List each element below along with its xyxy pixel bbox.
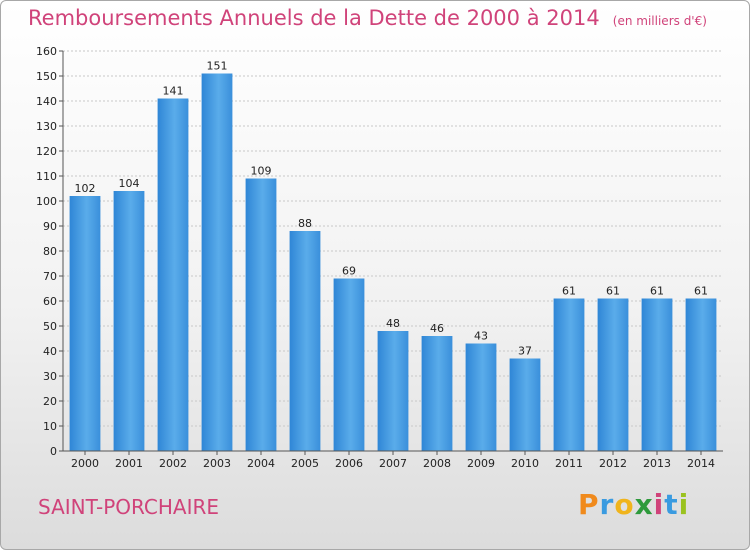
unit-note: (en milliers d'€) xyxy=(612,14,707,28)
x-tick-label: 2005 xyxy=(291,457,319,470)
bar-value-label: 69 xyxy=(342,265,356,278)
bar-value-label: 48 xyxy=(386,317,400,330)
bar-2003 xyxy=(201,73,233,451)
bar-value-label: 46 xyxy=(430,322,444,335)
logo-letter: t xyxy=(664,488,679,521)
logo-letter: x xyxy=(634,488,654,521)
x-tick-label: 2012 xyxy=(599,457,627,470)
bar-value-label: 43 xyxy=(474,330,488,343)
bar-2013 xyxy=(641,298,673,451)
y-tick-label: 120 xyxy=(36,145,57,158)
bar-2001 xyxy=(113,191,145,451)
bar-2014 xyxy=(685,298,717,451)
y-tick-label: 100 xyxy=(36,195,57,208)
y-tick-label: 30 xyxy=(43,370,57,383)
bar-2012 xyxy=(597,298,629,451)
x-tick-label: 2011 xyxy=(555,457,583,470)
logo-letter: o xyxy=(614,488,635,521)
bar-2002 xyxy=(157,98,189,451)
logo-letter: P xyxy=(578,488,600,521)
x-tick-label: 2003 xyxy=(203,457,231,470)
y-tick-label: 130 xyxy=(36,120,57,133)
logo-letter: r xyxy=(599,488,615,521)
bar-value-label: 104 xyxy=(119,177,140,190)
x-tick-label: 2010 xyxy=(511,457,539,470)
logo-letter: i xyxy=(653,488,665,521)
x-tick-label: 2014 xyxy=(687,457,715,470)
bar-2007 xyxy=(377,331,409,451)
x-tick-label: 2001 xyxy=(115,457,143,470)
chart-title-text: Remboursements Annuels de la Dette de 20… xyxy=(28,6,600,30)
x-tick-label: 2013 xyxy=(643,457,671,470)
bar-value-label: 109 xyxy=(251,165,272,178)
y-tick-label: 140 xyxy=(36,95,57,108)
bar-value-label: 88 xyxy=(298,217,312,230)
y-axis: 0 10 20 30 40 50 60 70 80 90 100 110 120 130 140 150 160 xyxy=(36,45,64,458)
y-tick-label: 10 xyxy=(43,420,57,433)
y-tick-label: 60 xyxy=(43,295,57,308)
bar-2008 xyxy=(421,336,453,451)
y-tick-label: 70 xyxy=(43,270,57,283)
x-tick-label: 2000 xyxy=(71,457,99,470)
bar-value-label: 61 xyxy=(650,285,664,298)
x-tick-label: 2002 xyxy=(159,457,187,470)
x-tick-label: 2004 xyxy=(247,457,275,470)
bar-2005 xyxy=(289,231,321,451)
bar-2009 xyxy=(465,343,497,451)
bar-value-label: 102 xyxy=(75,182,96,195)
y-tick-label: 50 xyxy=(43,320,57,333)
bar-2010 xyxy=(509,358,541,451)
bar-2011 xyxy=(553,298,585,451)
x-tick-label: 2007 xyxy=(379,457,407,470)
x-tick-label: 2008 xyxy=(423,457,451,470)
bar-2006 xyxy=(333,278,365,451)
logo-letter: i xyxy=(678,488,690,521)
bar-value-label: 61 xyxy=(562,285,576,298)
bars: 102 104 141 151 109 88 69 48 46 43 37 61 61 61 61 xyxy=(69,60,717,451)
commune-name: SAINT-PORCHAIRE xyxy=(38,495,220,519)
bar-value-label: 151 xyxy=(207,60,228,73)
y-tick-label: 110 xyxy=(36,170,57,183)
y-tick-label: 0 xyxy=(50,445,57,458)
chart-title: Remboursements Annuels de la Dette de 20… xyxy=(28,6,707,30)
bar-value-label: 61 xyxy=(606,285,620,298)
bar-value-label: 37 xyxy=(518,345,532,358)
x-tick-label: 2009 xyxy=(467,457,495,470)
proxiti-logo: Proxiti xyxy=(578,488,689,521)
y-tick-label: 160 xyxy=(36,45,57,58)
bar-value-label: 61 xyxy=(694,285,708,298)
bar-2000 xyxy=(69,196,101,451)
y-tick-label: 90 xyxy=(43,220,57,233)
x-tick-label: 2006 xyxy=(335,457,363,470)
x-axis: 2000 2001 2002 2003 2004 2005 2006 2007 2008 2009… xyxy=(63,450,723,470)
y-tick-label: 40 xyxy=(43,345,57,358)
y-tick-label: 80 xyxy=(43,245,57,258)
bar-value-label: 141 xyxy=(163,85,184,98)
y-tick-label: 20 xyxy=(43,395,57,408)
bar-2004 xyxy=(245,178,277,451)
y-tick-label: 150 xyxy=(36,70,57,83)
